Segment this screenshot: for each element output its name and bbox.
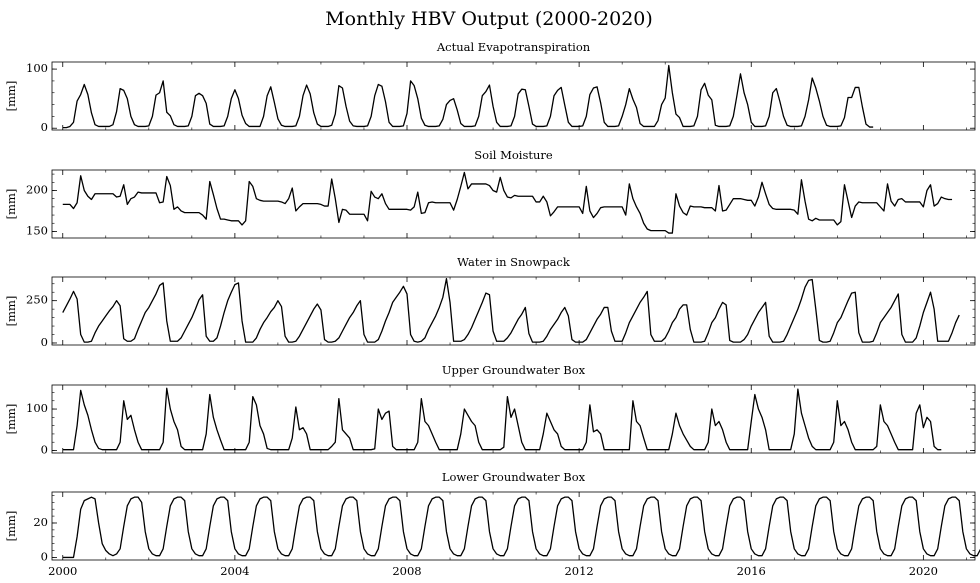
y-axis-label: [mm] xyxy=(4,189,18,220)
y-axis-label: [mm] xyxy=(4,81,18,112)
panel-title: Water in Snowpack xyxy=(457,255,571,269)
panel-3: Water in Snowpack [mm] 0 250 xyxy=(4,255,976,349)
figure-title: Monthly HBV Output (2000-2020) xyxy=(325,8,653,30)
panel-1: Actual Evapotranspiration [mm] 0 100 xyxy=(4,40,976,134)
x-tick-label: 2020 xyxy=(909,564,938,578)
x-tick-label: 2008 xyxy=(392,564,421,578)
x-tick-label: 2016 xyxy=(737,564,766,578)
y-tick-label: 250 xyxy=(26,293,48,307)
y-tick-label: 150 xyxy=(26,223,48,237)
series-line xyxy=(62,278,960,343)
plot-frame xyxy=(51,276,976,346)
plot-frame xyxy=(51,491,976,561)
panel-4: Upper Groundwater Box [mm] 0 100 xyxy=(4,363,976,457)
panel-title: Upper Groundwater Box xyxy=(442,363,586,377)
y-tick-label: 0 xyxy=(41,443,48,457)
panel-5: Lower Groundwater Box [mm] 0 20 2000 2004 2008… xyxy=(4,470,980,578)
series-line xyxy=(62,171,953,234)
y-tick-label: 100 xyxy=(26,61,48,75)
series-line xyxy=(62,387,942,451)
x-tick-label: 2012 xyxy=(564,564,593,578)
plot-frame xyxy=(51,169,976,239)
x-tick-label: 2000 xyxy=(48,564,77,578)
plot-frame xyxy=(51,61,976,131)
y-tick-label: 20 xyxy=(33,515,48,529)
y-tick-label: 200 xyxy=(26,182,48,196)
y-axis-label: [mm] xyxy=(4,404,18,435)
y-axis-label: [mm] xyxy=(4,511,18,542)
panel-title: Lower Groundwater Box xyxy=(442,470,586,484)
panel-2: Soil Moisture [mm] 150 200 xyxy=(4,148,976,239)
y-tick-label: 100 xyxy=(26,401,48,415)
y-axis-label: [mm] xyxy=(4,296,18,327)
y-tick-label: 0 xyxy=(41,335,48,349)
series-line xyxy=(62,64,874,129)
y-tick-label: 0 xyxy=(41,549,48,563)
series-line xyxy=(62,496,980,559)
plot-frame xyxy=(51,384,976,454)
y-tick-label: 0 xyxy=(41,120,48,134)
panel-title: Actual Evapotranspiration xyxy=(436,40,591,54)
x-tick-label: 2004 xyxy=(220,564,249,578)
panel-title: Soil Moisture xyxy=(474,148,553,162)
